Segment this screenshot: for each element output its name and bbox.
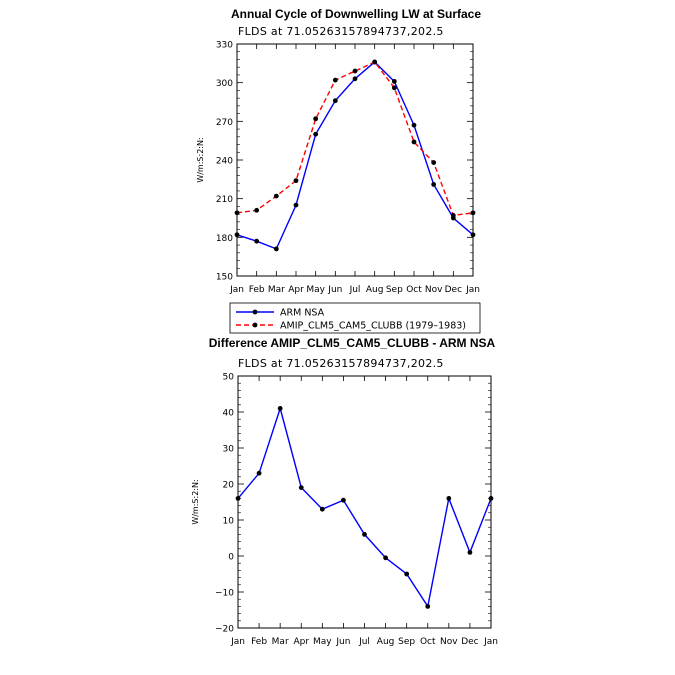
y-tick-label: −10: [215, 589, 234, 599]
x-tick-label: Mar: [268, 285, 285, 295]
y-tick-label: 40: [223, 409, 235, 419]
legend-marker-model: [252, 322, 258, 328]
data-point: [277, 406, 283, 411]
data-point: [352, 76, 358, 82]
data-point: [313, 131, 319, 137]
data-point: [391, 85, 397, 91]
data-point: [273, 246, 279, 252]
data-point: [273, 193, 279, 199]
y-tick-label: 30: [223, 445, 235, 455]
data-point: [450, 213, 456, 218]
y-axis-label: W/m:S:2:N:: [191, 479, 200, 524]
y-tick-label: 330: [216, 41, 233, 51]
difference-chart: Difference AMIP_CLM5_CAM5_CLUBB - ARM NS…: [191, 336, 498, 647]
legend-marker-arm: [252, 309, 258, 315]
data-point: [256, 470, 262, 476]
data-point: [234, 210, 240, 216]
x-tick-label: May: [313, 637, 332, 647]
y-tick-label: 150: [216, 273, 233, 283]
data-point: [332, 77, 338, 83]
y-tick-label: 50: [223, 373, 235, 383]
data-point: [404, 571, 410, 577]
plot-frame: [237, 375, 492, 629]
x-tick-label: Nov: [440, 637, 458, 647]
x-tick-label: Feb: [249, 285, 265, 295]
chart-subtitle: FLDS at 71.05263157894737,202.5: [238, 25, 444, 38]
data-point: [488, 496, 494, 501]
x-tick-label: Nov: [425, 285, 443, 295]
data-point: [470, 210, 476, 216]
x-tick-label: Jan: [229, 285, 244, 295]
data-point: [341, 497, 346, 503]
data-point: [313, 116, 319, 122]
x-tick-label: Feb: [251, 637, 267, 647]
data-point: [319, 506, 325, 512]
x-tick-label: Jun: [335, 637, 350, 647]
y-tick-label: 240: [216, 157, 233, 167]
y-tick-label: 270: [216, 118, 233, 128]
legend-label-model: AMIP_CLM5_CAM5_CLUBB (1979–1983): [280, 321, 466, 332]
x-tick-label: Dec: [461, 637, 478, 647]
data-point: [352, 68, 358, 74]
x-tick-label: Apr: [293, 637, 309, 647]
data-point: [293, 202, 299, 208]
data-point: [446, 496, 452, 501]
x-tick-label: Mar: [272, 637, 289, 647]
data-point: [411, 139, 417, 145]
x-tick-label: Apr: [288, 285, 304, 295]
x-tick-label: Aug: [377, 637, 395, 647]
x-tick-label: Dec: [445, 285, 462, 295]
data-point: [293, 178, 299, 184]
y-axis-label: W/m:S:2:N:: [196, 137, 205, 182]
data-point: [467, 550, 473, 555]
data-point: [425, 604, 431, 609]
x-tick-label: Oct: [420, 637, 436, 647]
data-point: [431, 160, 437, 165]
y-tick-label: 10: [223, 517, 235, 527]
x-tick-label: Jan: [465, 285, 480, 295]
series-line: [237, 405, 492, 609]
data-point: [362, 532, 367, 537]
data-point: [431, 182, 437, 187]
chart-subtitle: FLDS at 71.05263157894737,202.5: [238, 357, 444, 370]
annual-cycle-chart: Annual Cycle of Downwelling LW at Surfac…: [196, 7, 481, 334]
y-tick-label: 20: [223, 481, 235, 491]
data-point: [254, 238, 260, 244]
legend: ARM NSA AMIP_CLM5_CAM5_CLUBB (1979–1983): [229, 302, 481, 334]
data-point: [298, 485, 304, 490]
data-point: [391, 78, 397, 84]
series-line: [236, 61, 474, 250]
data-point: [470, 232, 476, 238]
legend-label-arm: ARM NSA: [280, 308, 325, 319]
y-tick-label: −20: [215, 625, 234, 635]
data-point: [383, 555, 388, 561]
x-tick-label: Sep: [386, 285, 403, 295]
x-tick-label: Jan: [483, 637, 498, 647]
x-tick-label: Sep: [398, 637, 415, 647]
data-point: [234, 232, 240, 238]
data-point: [372, 59, 378, 65]
y-tick-label: 210: [216, 195, 233, 205]
x-tick-label: Jul: [358, 637, 370, 647]
data-point: [235, 496, 241, 501]
data-point: [332, 98, 338, 104]
y-tick-label: 0: [228, 553, 234, 563]
chart-title: Annual Cycle of Downwelling LW at Surfac…: [231, 7, 481, 21]
legend-box: [229, 302, 481, 334]
x-tick-label: Jan: [230, 637, 245, 647]
data-point: [254, 207, 260, 213]
y-tick-label: 180: [216, 234, 233, 244]
x-tick-label: Jul: [349, 285, 361, 295]
y-tick-label: 300: [216, 79, 233, 89]
data-point: [411, 122, 417, 128]
x-tick-label: Aug: [366, 285, 384, 295]
x-tick-label: Jun: [327, 285, 342, 295]
chart-title: Difference AMIP_CLM5_CAM5_CLUBB - ARM NS…: [209, 336, 496, 350]
x-tick-label: May: [306, 285, 325, 295]
x-tick-label: Oct: [406, 285, 422, 295]
